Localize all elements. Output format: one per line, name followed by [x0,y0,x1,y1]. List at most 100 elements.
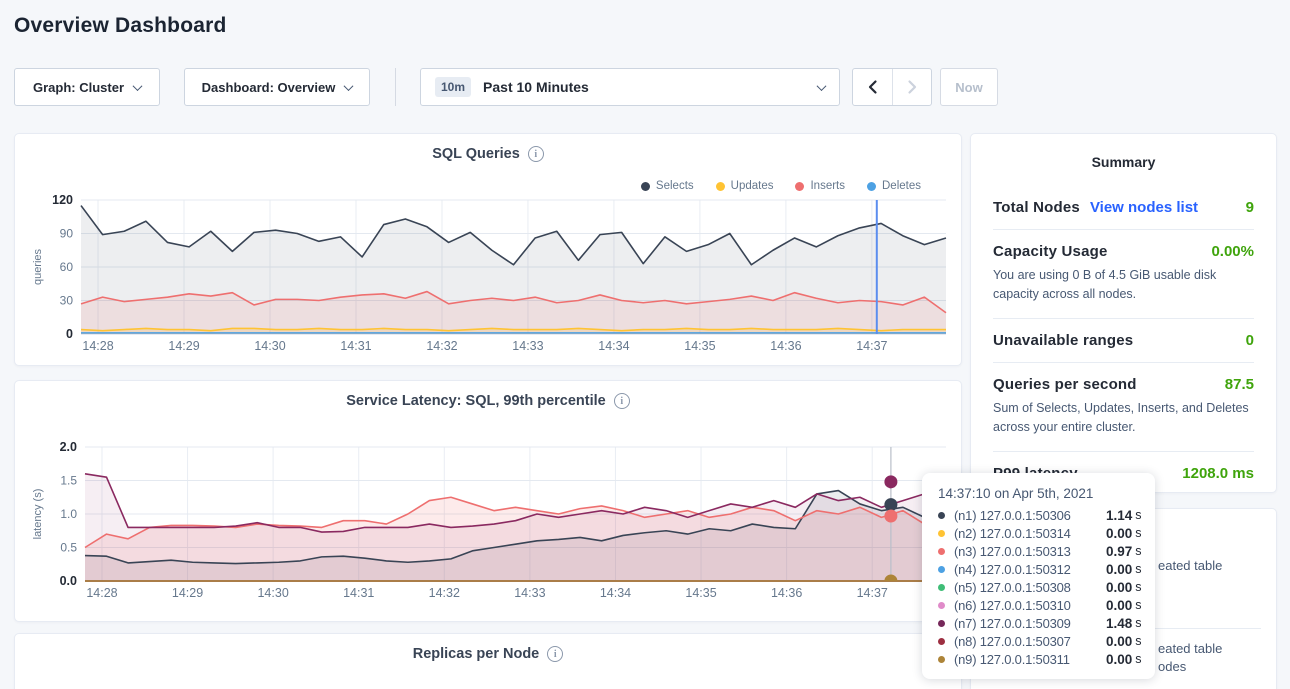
svg-text:14:35: 14:35 [685,586,716,600]
legend-dot-icon [640,181,650,191]
svg-text:14:31: 14:31 [343,586,374,600]
tooltip-node-latency-value: 1.14 [1106,507,1133,523]
time-range-badge: 10m [435,77,472,97]
info-icon[interactable]: i [547,646,564,662]
dashboard-dropdown[interactable]: Dashboard: Overview [184,68,370,106]
capacity-usage-value: 0.00% [1211,243,1254,260]
tooltip-node-latency-unit: s [1135,544,1142,558]
service-latency-panel: Service Latency: SQL, 99th percentile i … [14,380,962,622]
time-prev-button[interactable] [853,69,892,105]
svg-text:14:36: 14:36 [771,586,802,600]
tooltip-node-row: (n5) 127.0.0.1:50308 0.00 s [938,578,1143,596]
tooltip-node-address: (n9) 127.0.0.1:50311 [954,651,1070,667]
svg-text:14:37: 14:37 [856,339,887,353]
total-nodes-label: Total Nodes [993,199,1080,216]
summary-panel: Summary Total Nodes View nodes list 9 Ca… [970,133,1277,493]
svg-text:120: 120 [52,193,73,207]
node-color-dot-icon [938,511,945,519]
node-color-dot-icon [938,619,945,627]
sql-queries-title: SQL Queries [432,146,520,162]
chevron-down-icon [816,80,827,91]
svg-text:14:32: 14:32 [429,586,460,600]
sql-queries-panel: SQL Queries i Selects Updates Inserts Delet… [14,133,962,366]
svg-text:14:28: 14:28 [86,586,117,600]
info-icon[interactable]: i [613,393,630,409]
view-nodes-list-link[interactable]: View nodes list [1089,199,1199,216]
svg-text:14:35: 14:35 [684,339,715,353]
time-nav-buttons [852,68,932,106]
svg-text:14:29: 14:29 [168,339,199,353]
svg-text:0.5: 0.5 [60,541,77,555]
svg-text:1.5: 1.5 [60,474,77,488]
node-color-dot-icon [938,547,945,555]
tooltip-node-latency-value: 0.00 [1106,579,1133,595]
page-title: Overview Dashboard [14,14,227,37]
chevron-down-icon [343,80,354,91]
tooltip-node-row: (n2) 127.0.0.1:50314 0.00 s [938,524,1143,542]
svg-text:queries: queries [32,248,44,285]
info-icon[interactable]: i [527,146,544,162]
legend-item-inserts[interactable]: Inserts [795,180,845,192]
chevron-right-icon [908,80,917,94]
node-color-dot-icon [938,565,945,573]
legend-label: Inserts [810,180,845,192]
svg-text:14:33: 14:33 [514,586,545,600]
service-latency-chart[interactable]: 0.0 0.5 1.0 1.5 2.0 14:28 14:29 14:30 14:31 14:32… [15,438,961,606]
tooltip-node-latency-unit: s [1135,634,1142,648]
node-color-dot-icon [938,601,945,609]
tooltip-node-address: (n8) 127.0.0.1:50307 [954,633,1071,649]
summary-row-unavailable-ranges: Unavailable ranges 0 [993,319,1254,363]
tooltip-node-row: (n6) 127.0.0.1:50310 0.00 s [938,596,1143,614]
svg-text:1.0: 1.0 [60,507,77,521]
legend-dot-icon [795,181,805,191]
legend-label: Deletes [882,180,921,192]
tooltip-node-row: (n4) 127.0.0.1:50312 0.00 s [938,560,1143,578]
node-color-dot-icon [938,529,945,537]
svg-text:14:28: 14:28 [82,339,113,353]
svg-text:14:29: 14:29 [172,586,203,600]
time-next-button[interactable] [892,69,931,105]
tooltip-node-row: (n1) 127.0.0.1:50306 1.14 s [938,506,1143,524]
node-color-dot-icon [938,655,945,663]
capacity-usage-caption: You are using 0 B of 4.5 GiB usable disk… [993,268,1217,302]
graph-dropdown[interactable]: Graph: Cluster [14,68,160,106]
capacity-usage-label: Capacity Usage [993,243,1108,260]
tooltip-node-latency-value: 1.48 [1106,615,1133,631]
event-row-fragment: eated table [1158,558,1223,573]
svg-text:90: 90 [60,227,74,241]
tooltip-node-row: (n8) 127.0.0.1:50307 0.00 s [938,632,1143,650]
time-range-dropdown[interactable]: 10m Past 10 Minutes [420,68,840,106]
sql-legend: Selects Updates Inserts Deletes [640,180,921,192]
controls-divider [395,68,396,106]
tooltip-node-address: (n4) 127.0.0.1:50312 [954,561,1071,577]
tooltip-node-address: (n6) 127.0.0.1:50310 [954,597,1071,613]
svg-text:0: 0 [66,327,73,341]
svg-text:latency (s): latency (s) [32,489,44,540]
tooltip-node-row: (n3) 127.0.0.1:50313 0.97 s [938,542,1143,560]
queries-per-second-value: 87.5 [1224,375,1254,393]
tooltip-node-address: (n5) 127.0.0.1:50308 [954,579,1071,595]
svg-text:14:34: 14:34 [598,339,629,353]
legend-item-updates[interactable]: Updates [715,180,774,192]
summary-row-queries-per-second: Queries per second 87.5 Sum of Selects, … [993,363,1254,452]
tooltip-node-latency-value: 0.97 [1106,543,1133,559]
legend-dot-icon [715,181,725,191]
queries-per-second-label: Queries per second [993,375,1137,393]
svg-text:14:34: 14:34 [600,586,631,600]
unavailable-ranges-label: Unavailable ranges [993,331,1134,349]
unavailable-ranges-value: 0 [1245,331,1254,349]
tooltip-node-latency-unit: s [1135,652,1142,666]
svg-text:14:30: 14:30 [257,586,288,600]
replicas-per-node-panel: Replicas per Node i [14,633,962,689]
service-latency-title: Service Latency: SQL, 99th percentile [346,393,606,409]
legend-item-selects[interactable]: Selects [640,180,694,192]
svg-text:14:36: 14:36 [770,339,801,353]
now-button[interactable]: Now [940,68,998,106]
sql-queries-chart[interactable]: 0 30 60 90 120 14:28 14:29 14:30 14:31 14:32 14:33… [15,191,961,359]
summary-row-capacity-usage: Capacity Usage 0.00% You are using 0 B o… [993,230,1254,319]
legend-label: Updates [730,180,774,192]
tooltip-timestamp: 14:37:10 on Apr 5th, 2021 [938,486,1094,501]
legend-item-deletes[interactable]: Deletes [867,180,921,192]
node-color-dot-icon [938,637,945,645]
